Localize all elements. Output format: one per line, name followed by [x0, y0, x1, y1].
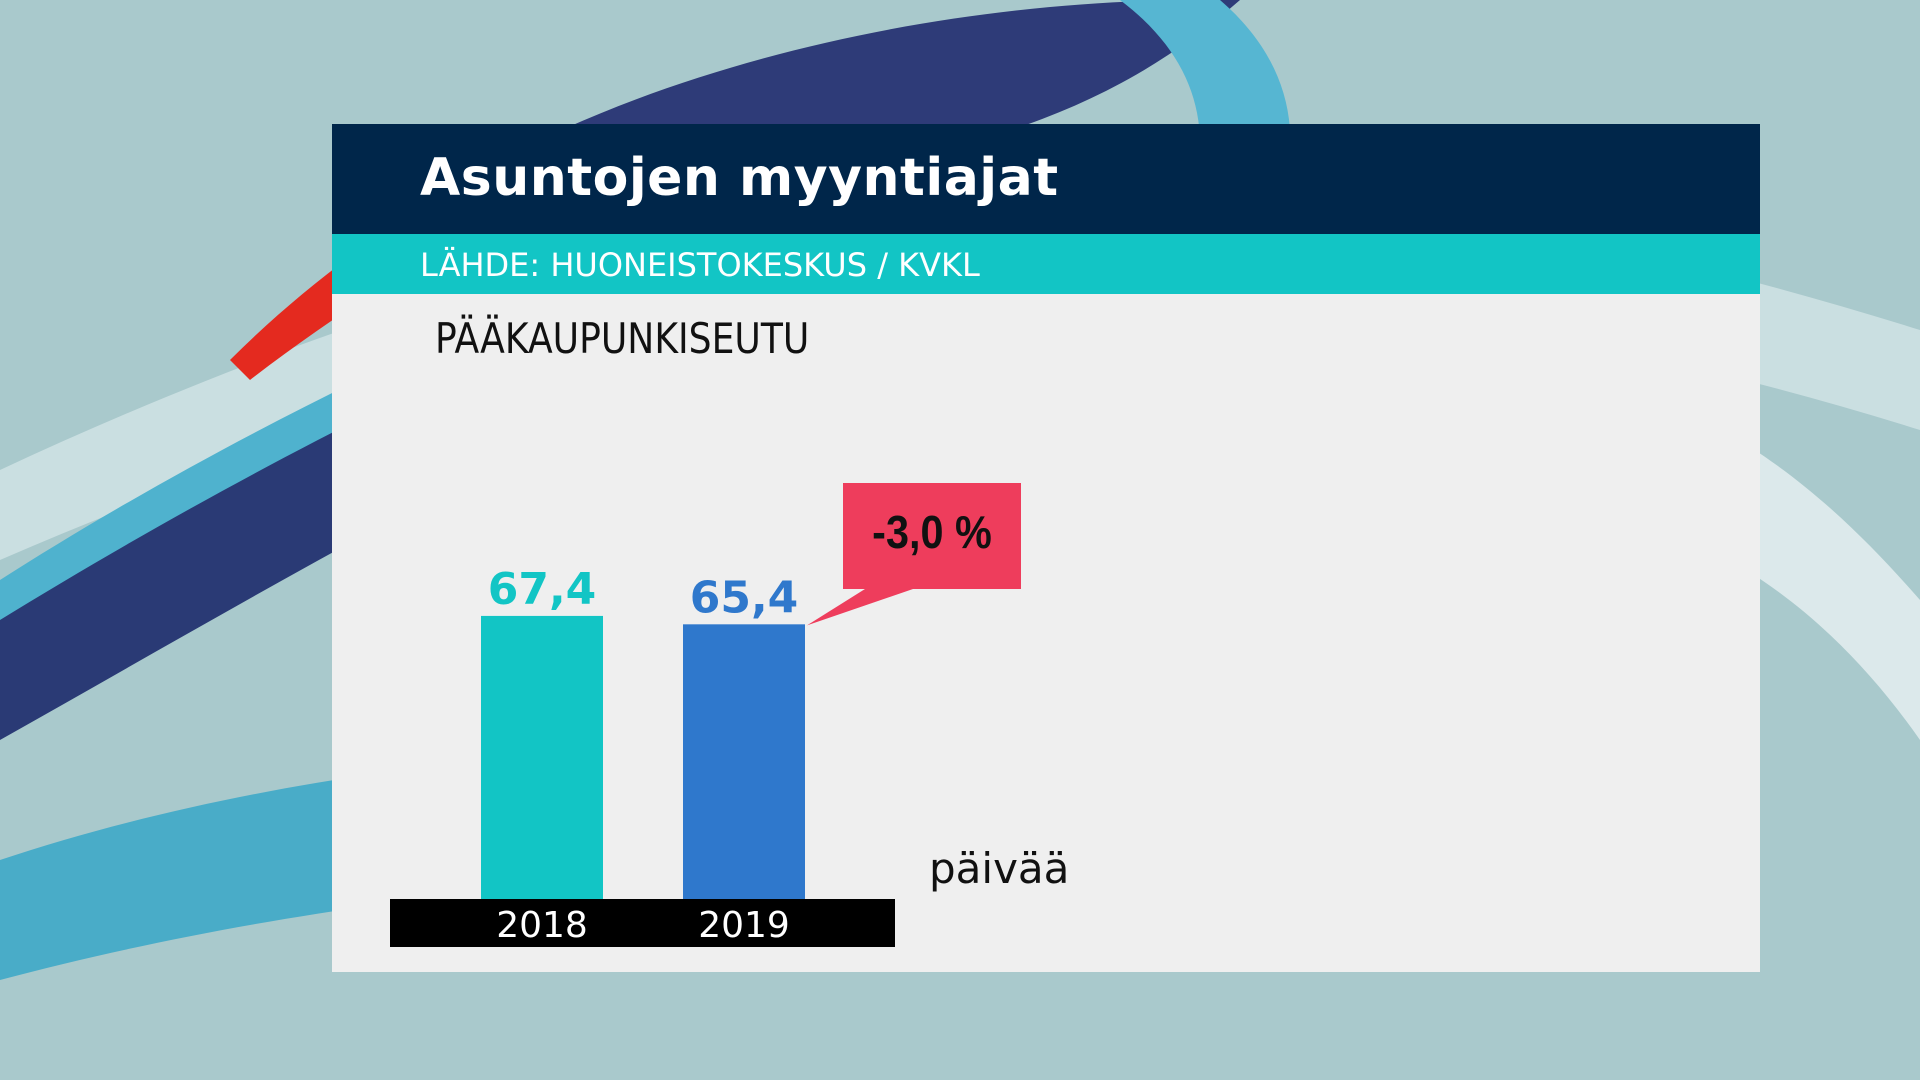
- x-tick-2019: 2019: [698, 905, 790, 946]
- change-badge: -3,0 %: [843, 483, 1021, 589]
- change-label: -3,0 %: [872, 506, 992, 558]
- unit-label: päivää: [929, 844, 1070, 893]
- title-bar: Asuntojen myyntiajat: [332, 124, 1760, 234]
- bar-2018: [481, 615, 603, 899]
- region-label: PÄÄKAUPUNKISEUTU: [435, 314, 810, 363]
- x-axis-band: [390, 899, 895, 947]
- chart-panel: Asuntojen myyntiajat LÄHDE: HUONEISTOKES…: [332, 124, 1760, 972]
- source-label: LÄHDE: HUONEISTOKESKUS / KVKL: [420, 246, 980, 284]
- data-label-2019: 65,4: [690, 572, 799, 623]
- bar-2019: [683, 624, 805, 899]
- chart-title: Asuntojen myyntiajat: [420, 148, 1059, 208]
- source-bar: LÄHDE: HUONEISTOKESKUS / KVKL: [332, 234, 1760, 294]
- x-tick-2018: 2018: [496, 905, 588, 946]
- bar-chart: 67,4 2018 65,4 2019: [390, 564, 895, 947]
- data-label-2018: 67,4: [488, 564, 597, 615]
